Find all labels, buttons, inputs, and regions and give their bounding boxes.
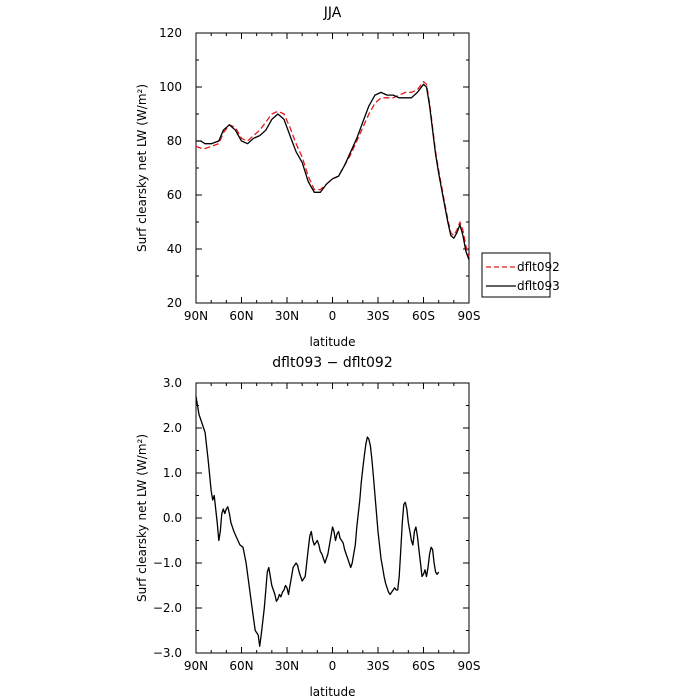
legend-label: dflt092 — [517, 260, 560, 274]
series-line-series-0 — [195, 396, 440, 647]
x-tick-label: 60N — [229, 659, 253, 673]
y-tick-label: −2.0 — [153, 601, 182, 615]
x-axis-label: latitude — [309, 335, 355, 349]
x-tick-label: 30N — [275, 659, 299, 673]
y-axis-label: Surf clearsky net LW (W/m²) — [135, 84, 149, 252]
legend: dflt092 dflt093 — [481, 252, 560, 298]
chart-panel-bottom: dflt093 − dflt092 90N 60N 30N 0 30S 60S 90S −3.0… — [135, 355, 480, 699]
x-tick-label: 30S — [367, 659, 390, 673]
legend-box — [481, 252, 551, 298]
x-tick-label: 60N — [229, 309, 253, 323]
chart-panel-top: JJA 90N 60N 30N 0 30S 60S 90S 20 40 60 80 100 120 lati… — [135, 5, 560, 349]
chart-title: JJA — [323, 5, 342, 21]
x-tick-label: 30S — [367, 309, 390, 323]
x-tick-label: 0 — [329, 309, 337, 323]
y-tick-label: 2.0 — [163, 421, 182, 435]
x-tick-label: 90N — [184, 309, 208, 323]
x-tick-label: 90S — [458, 659, 481, 673]
y-tick-label: 120 — [159, 26, 182, 40]
x-tick-label: 90S — [458, 309, 481, 323]
x-axis-label: latitude — [309, 685, 355, 699]
y-tick-label: 40 — [167, 242, 182, 256]
chart-title: dflt093 − dflt092 — [272, 355, 392, 371]
x-tick-label: 30N — [275, 309, 299, 323]
y-tick-label: −3.0 — [153, 646, 182, 660]
y-tick-label: 100 — [159, 80, 182, 94]
x-tick-label: 0 — [329, 659, 337, 673]
y-tick-label: 1.0 — [163, 466, 182, 480]
plot-frame — [195, 382, 470, 654]
plot-frame — [195, 32, 470, 304]
x-tick-label: 60S — [412, 659, 435, 673]
y-tick-label: 20 — [167, 296, 182, 310]
legend-label: dflt093 — [517, 279, 560, 293]
y-tick-label: 3.0 — [163, 376, 182, 390]
series-line-dflt093 — [196, 83, 470, 261]
x-tick-label: 90N — [184, 659, 208, 673]
y-tick-label: −1.0 — [153, 556, 182, 570]
y-tick-label: 60 — [167, 188, 182, 202]
y-tick-label: 0.0 — [163, 511, 182, 525]
y-axis-label: Surf clearsky net LW (W/m²) — [135, 434, 149, 602]
y-tick-label: 80 — [167, 134, 182, 148]
x-tick-label: 60S — [412, 309, 435, 323]
series-line-dflt092 — [195, 80, 470, 258]
